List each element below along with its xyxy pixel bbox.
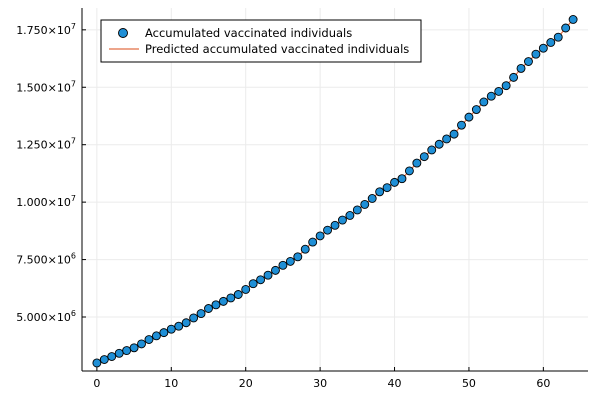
data-point xyxy=(99,355,109,364)
data-point xyxy=(412,158,422,168)
data-point xyxy=(471,105,481,114)
data-point xyxy=(382,183,392,193)
data-point xyxy=(263,270,273,280)
data-point xyxy=(449,129,459,139)
data-point xyxy=(538,43,548,53)
data-point xyxy=(92,358,102,368)
y-tick-label: 1.750×107 xyxy=(16,22,76,37)
data-point xyxy=(315,231,325,241)
y-tick-label: 1.000×107 xyxy=(16,194,76,209)
data-point xyxy=(144,335,154,344)
data-point xyxy=(226,293,236,303)
data-point xyxy=(174,321,184,331)
data-point xyxy=(479,97,489,107)
data-point xyxy=(151,331,161,341)
data-point xyxy=(546,38,556,47)
data-point xyxy=(486,91,496,101)
data-point xyxy=(561,23,571,33)
data-point xyxy=(501,81,511,91)
data-point xyxy=(337,215,347,225)
legend-box xyxy=(100,19,422,63)
data-point xyxy=(442,134,452,144)
data-point xyxy=(122,346,132,356)
data-point xyxy=(285,256,295,266)
data-point xyxy=(419,152,429,162)
data-point xyxy=(300,244,310,254)
x-tick-label: 60 xyxy=(536,377,550,390)
data-point xyxy=(531,49,541,59)
data-point xyxy=(181,318,191,328)
data-point xyxy=(293,252,303,262)
x-tick-label: 10 xyxy=(164,377,178,390)
data-point xyxy=(434,139,444,149)
x-tick-label: 0 xyxy=(93,377,100,390)
data-point xyxy=(241,284,251,294)
data-point xyxy=(494,86,504,96)
data-point xyxy=(233,290,243,299)
y-tick-label: 5.000×106 xyxy=(16,309,76,324)
data-point xyxy=(427,145,437,155)
data-point xyxy=(248,279,258,289)
data-point xyxy=(114,348,124,358)
data-point xyxy=(256,275,266,285)
x-tick-label: 30 xyxy=(313,377,327,390)
data-point xyxy=(352,205,362,215)
data-point xyxy=(204,304,213,313)
data-point xyxy=(323,225,333,235)
data-point xyxy=(553,32,563,42)
data-point xyxy=(137,339,146,349)
tick-labels: 0 10 20 30 40 50 60 5.000×106 7.500×106 1.000×107… xyxy=(16,22,550,390)
x-tick-label: 40 xyxy=(388,377,402,390)
axes xyxy=(81,8,588,372)
data-point xyxy=(278,260,288,270)
data-point xyxy=(367,194,377,203)
y-tick-label: 1.250×107 xyxy=(16,137,76,152)
data-point xyxy=(166,324,176,334)
data-point xyxy=(516,63,526,73)
data-point xyxy=(308,237,318,247)
data-point xyxy=(390,177,399,187)
legend-label-actual: Accumulated vaccinated individuals xyxy=(145,26,352,40)
data-point xyxy=(129,343,139,353)
data-point xyxy=(375,187,385,197)
y-tick-label: 1.500×107 xyxy=(16,79,76,94)
data-point xyxy=(330,220,340,230)
data-point xyxy=(404,166,414,176)
data-point xyxy=(360,199,370,209)
legend-marker-actual xyxy=(118,28,128,38)
data-point xyxy=(397,174,407,184)
legend-label-predicted: Predicted accumulated vaccinated individ… xyxy=(145,42,409,56)
legend: Accumulated vaccinated individuals Predic… xyxy=(100,19,422,63)
data-point xyxy=(218,296,228,306)
data-point xyxy=(464,112,474,122)
data-point xyxy=(509,72,519,82)
data-point xyxy=(196,309,206,319)
data-point xyxy=(107,352,117,361)
actual-series xyxy=(92,15,578,368)
predicted-series xyxy=(96,19,574,364)
y-tick-label: 7.500×106 xyxy=(16,252,76,267)
x-tick-label: 50 xyxy=(462,377,476,390)
data-point xyxy=(159,328,169,338)
data-point xyxy=(568,15,578,24)
data-point xyxy=(345,211,355,220)
data-point xyxy=(189,313,199,323)
data-point xyxy=(271,265,280,275)
x-tick-label: 20 xyxy=(239,377,253,390)
data-point xyxy=(457,120,466,130)
data-point xyxy=(524,57,533,66)
predicted-line xyxy=(96,19,574,364)
data-point xyxy=(211,300,221,310)
